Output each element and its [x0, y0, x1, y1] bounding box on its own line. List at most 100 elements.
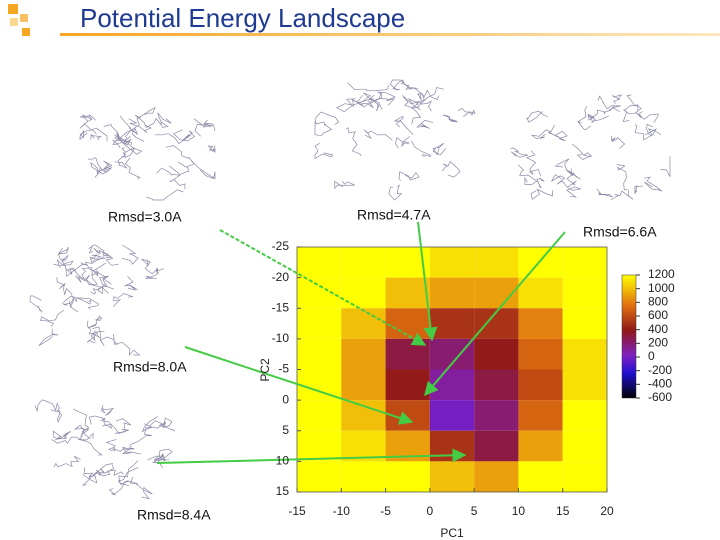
protein-chain [587, 113, 609, 124]
heatmap-cell [518, 400, 563, 431]
protein-chain [370, 91, 396, 106]
protein-chain [53, 455, 81, 468]
heatmap-cell [297, 369, 342, 401]
x-tick-label: 0 [427, 504, 434, 518]
protein-chain [124, 157, 141, 180]
protein-chain [417, 89, 439, 101]
protein-chain [193, 118, 214, 128]
heatmap-cell [297, 308, 342, 339]
heatmap-cell [385, 461, 430, 492]
protein-chain [88, 157, 113, 173]
heatmap-cell [297, 461, 342, 492]
protein-chain [129, 476, 153, 500]
protein-chain [52, 430, 68, 440]
protein-chain [88, 244, 109, 257]
protein-chain [86, 320, 98, 344]
protein-chain [616, 164, 628, 191]
protein-chain [524, 176, 542, 189]
heatmap-cell [474, 400, 519, 431]
protein-chain [610, 190, 634, 201]
protein-chain [576, 105, 591, 131]
heatmap-cell [429, 247, 475, 278]
protein-chain [128, 118, 152, 133]
arrow [424, 231, 566, 397]
protein-chain [416, 119, 434, 129]
protein-chain [517, 164, 545, 182]
heatmap-cell [518, 308, 563, 339]
protein-chain [90, 133, 103, 141]
x-tick-label: -10 [333, 504, 351, 518]
y-tick-label: -25 [272, 239, 290, 253]
protein-chain [53, 258, 74, 269]
protein-chain [410, 140, 432, 158]
heatmap-cell [297, 430, 342, 462]
protein-chain [108, 481, 139, 496]
protein-chain [611, 135, 626, 149]
protein-chain [89, 254, 105, 263]
protein-chain [590, 106, 615, 119]
colorbar-tick-label: 200 [648, 336, 668, 350]
colorbar-tick-label: -600 [648, 390, 672, 404]
colorbar-tick-label: 600 [648, 308, 668, 322]
protein-chain [90, 162, 111, 175]
protein-chain [51, 408, 62, 423]
heatmap-cell [518, 277, 563, 309]
protein-chain [336, 94, 363, 113]
heatmap-cell [429, 430, 475, 462]
heatmap-cell [562, 400, 607, 431]
protein-chain [611, 94, 623, 104]
annotation: Rmsd=3.0A [108, 209, 182, 225]
protein-chain [526, 150, 542, 177]
protein-chain [34, 399, 61, 412]
x-tick-label: -15 [288, 504, 306, 518]
heatmap-cell [562, 430, 607, 462]
protein-chain [402, 97, 422, 125]
protein-chain [531, 124, 556, 139]
protein-chain [118, 460, 139, 487]
protein-chain [394, 115, 414, 135]
protein-chain [442, 114, 458, 123]
heatmap-cell [385, 277, 430, 309]
protein-chain [113, 435, 152, 452]
protein-chain [145, 268, 159, 280]
protein-chain [38, 328, 59, 347]
protein-chain [372, 91, 389, 111]
title-decoration [8, 4, 720, 36]
heatmap-cell [297, 338, 342, 370]
heatmap-cell [429, 461, 475, 492]
x-tick-label: -5 [380, 504, 391, 518]
y-axis-label: PC2 [258, 358, 272, 382]
heatmap-cell [518, 369, 563, 401]
protein-chain [79, 114, 96, 122]
protein-chain [191, 161, 216, 180]
protein-chain [346, 127, 362, 157]
protein-chain [122, 446, 142, 455]
protein-chain [457, 107, 476, 117]
protein-chain [61, 295, 92, 305]
protein-chain [124, 276, 138, 291]
heatmap-cell [341, 308, 386, 339]
heatmap-cell [518, 430, 563, 462]
protein-chain [166, 145, 195, 168]
protein-chain [566, 180, 582, 198]
protein-chain [70, 295, 100, 310]
protein-chain [93, 248, 119, 266]
protein-chain [134, 114, 162, 128]
protein-chain [168, 165, 186, 190]
heatmap-cell [562, 369, 607, 401]
y-tick-label: -15 [272, 300, 290, 314]
protein-chain [363, 129, 393, 141]
heatmap-cell [474, 461, 519, 492]
protein-chain [99, 275, 114, 294]
protein-chain [442, 161, 461, 178]
x-tick-label: 10 [512, 504, 526, 518]
protein-chain [56, 277, 73, 295]
heatmap-cell [562, 308, 607, 339]
protein-chain [432, 142, 446, 156]
heatmap [296, 246, 608, 493]
protein-chain [82, 267, 102, 288]
y-tick-label: -5 [278, 362, 289, 376]
heatmap-cell [474, 369, 519, 401]
protein-chain [54, 430, 71, 441]
